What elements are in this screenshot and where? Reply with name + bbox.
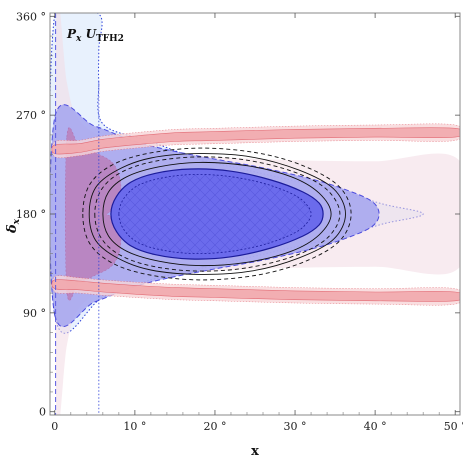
y-axis-label-sub: x xyxy=(12,218,22,225)
upper-band xyxy=(51,127,460,155)
x-tick-label-3: 20 ° xyxy=(203,420,226,433)
x-tick-label-5: 40 ° xyxy=(364,420,387,433)
panel-label-sub1: x xyxy=(75,34,82,44)
y-tick-label-2: 90 ° xyxy=(23,307,46,320)
y-axis-label-main: δ xyxy=(5,224,20,234)
panel-label-main: P xyxy=(66,27,77,41)
x-tick-label-2: 10 ° xyxy=(123,420,146,433)
plot-area xyxy=(50,13,460,415)
magenta-region xyxy=(65,127,122,301)
y-tick-label-1: 0 xyxy=(39,406,46,419)
panel-label-mid: U xyxy=(81,27,97,41)
tick-marks: 0 10 ° 20 ° 30 ° 40 ° 50 ° 0 90 ° 180 ° 270 ° 360 … xyxy=(16,10,463,433)
contour-line-1 xyxy=(94,156,341,272)
y-axis-label: δx xyxy=(5,218,22,234)
x-tick-label-6: 50 ° xyxy=(444,420,463,433)
y-tick-label-3: 180 ° xyxy=(16,208,46,221)
hatch-region xyxy=(118,174,312,254)
y-tick-label-4: 270 ° xyxy=(16,109,46,122)
contour-line-3 xyxy=(82,147,352,281)
contour-line-4 xyxy=(88,153,346,275)
x-tick-label-4: 30 ° xyxy=(284,420,307,433)
panel-label-sub2: TFH2 xyxy=(96,34,124,44)
y-tick-label-5: 360 ° xyxy=(16,10,46,23)
contour-line-2 xyxy=(102,161,332,267)
panel-label: Px UTFH2 xyxy=(66,27,124,44)
x-tick-label-1: 0 xyxy=(51,420,58,433)
x-axis-label: x xyxy=(251,444,259,459)
lower-band xyxy=(51,279,460,302)
